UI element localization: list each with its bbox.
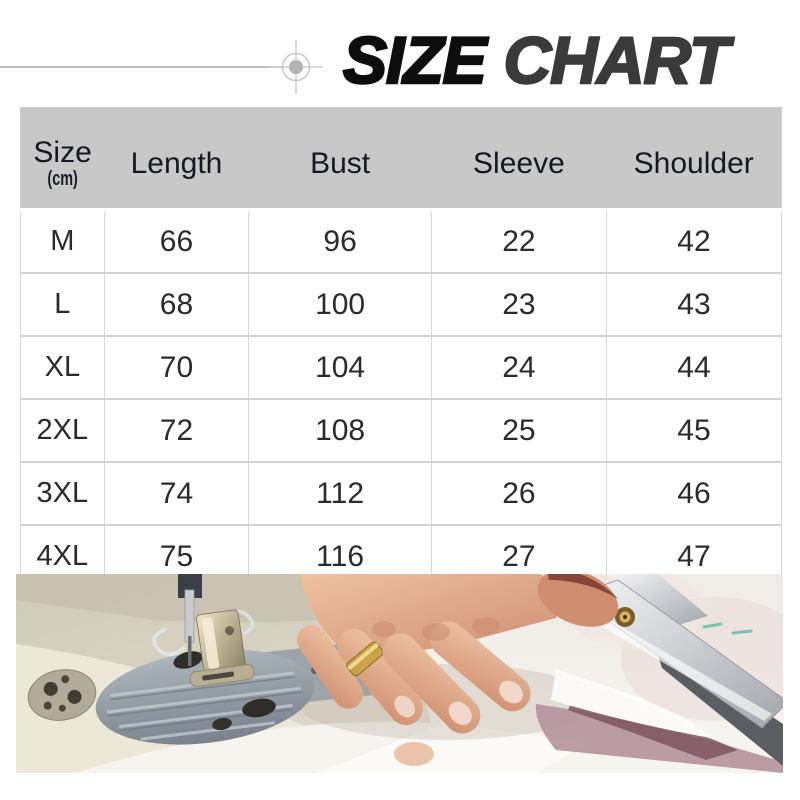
bust-cell: 112: [248, 461, 432, 526]
column-header-size: Size (cm): [20, 107, 105, 211]
size-cell: 3XL: [20, 461, 105, 526]
hand: [296, 574, 559, 766]
bust-cell: 96: [248, 209, 432, 274]
size-header-label: Size: [33, 136, 92, 169]
length-cell: 68: [103, 272, 250, 337]
needle-assembly: [152, 574, 255, 687]
title-word-size: SIZE: [342, 23, 488, 97]
decorative-rule: [0, 66, 283, 68]
table-row: XL 70 104 24 44: [20, 335, 783, 400]
size-cell: 2XL: [20, 398, 105, 463]
shoulder-cell: 43: [605, 272, 783, 337]
sleeve-cell: 22: [430, 209, 607, 274]
table-row: L 68 100 23 43: [20, 272, 783, 337]
length-cell: 74: [103, 461, 250, 526]
page-title: SIZE CHART: [342, 26, 731, 95]
table-header-row: Size (cm) Length Bust Sleeve Shoulder: [20, 107, 782, 211]
scissors: [551, 574, 783, 766]
table-row: 2XL 72 108 25 45: [20, 398, 783, 463]
thumb: [537, 574, 619, 627]
length-cell: 66: [103, 209, 250, 274]
shoulder-cell: 45: [605, 398, 783, 463]
size-cell: L: [20, 272, 105, 337]
sleeve-cell: 26: [430, 461, 607, 526]
shoulder-cell: 46: [605, 461, 783, 526]
size-cell: M: [20, 209, 105, 274]
bust-cell: 104: [248, 335, 432, 400]
size-cell: XL: [20, 335, 105, 400]
length-cell: 72: [103, 398, 250, 463]
sleeve-cell: 24: [430, 335, 607, 400]
shoulder-cell: 42: [605, 209, 783, 274]
sleeve-cell: 23: [430, 272, 607, 337]
column-header-bust: Bust: [248, 107, 432, 211]
column-header-shoulder: Shoulder: [606, 107, 782, 211]
column-header-length: Length: [104, 107, 249, 211]
shoulder-cell: 44: [605, 335, 783, 400]
length-cell: 70: [103, 335, 250, 400]
bust-cell: 108: [248, 398, 432, 463]
sewing-photo: [16, 574, 783, 773]
sleeve-cell: 25: [430, 398, 607, 463]
bust-cell: 100: [248, 272, 432, 337]
table-row: M 66 96 22 42: [20, 209, 783, 274]
bobbin-cover: [27, 669, 97, 721]
crosshair-registration-icon: [268, 39, 324, 95]
column-header-sleeve: Sleeve: [431, 107, 607, 211]
unit-note-label: (cm): [47, 168, 78, 190]
sewing-photo-illustration: [16, 574, 783, 773]
title-word-chart: CHART: [502, 23, 730, 97]
table-row: 3XL 74 112 26 46: [20, 461, 783, 526]
